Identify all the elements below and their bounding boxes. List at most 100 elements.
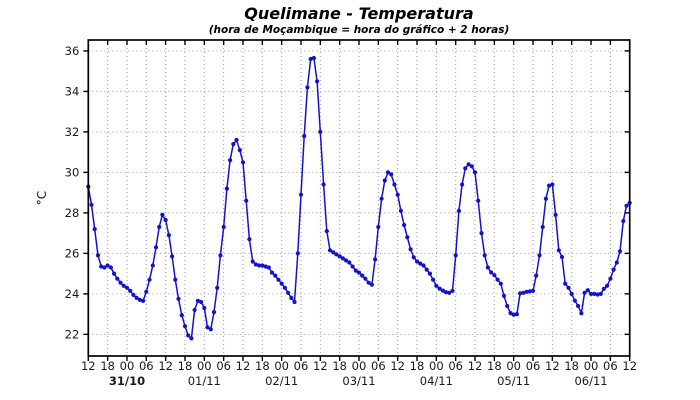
data-point <box>163 217 168 223</box>
data-point <box>199 299 204 305</box>
data-point <box>379 196 384 201</box>
data-point <box>344 258 349 263</box>
data-point <box>157 224 162 230</box>
y-tick-label: 36 <box>65 44 80 58</box>
data-point <box>382 178 387 183</box>
data-point <box>311 55 316 61</box>
data-point <box>202 305 207 311</box>
data-point <box>621 218 626 224</box>
data-point <box>376 224 381 230</box>
data-point <box>595 292 600 297</box>
data-point <box>389 172 394 177</box>
data-point <box>411 255 416 260</box>
x-tick-label: 00 <box>584 359 599 373</box>
data-point <box>305 85 310 90</box>
data-point <box>240 160 246 165</box>
data-point <box>147 277 152 282</box>
data-point <box>141 298 146 303</box>
data-point <box>298 192 304 197</box>
data-point <box>373 257 378 262</box>
data-point <box>160 212 165 217</box>
data-point <box>195 298 200 303</box>
data-point <box>244 198 249 203</box>
data-point <box>424 267 429 272</box>
data-point <box>186 333 191 338</box>
x-tick-label: 12 <box>390 359 405 373</box>
data-point <box>453 253 458 258</box>
date-label: 31/10 <box>109 374 145 388</box>
chart-title: Quelimane - Temperatura <box>244 4 473 23</box>
data-point <box>282 285 287 290</box>
data-point <box>279 281 284 286</box>
data-point <box>489 270 494 275</box>
data-point <box>495 277 500 282</box>
data-point <box>134 295 139 300</box>
axis-tick-labels: 12 18 00 06 12 18 00 06 12 18 00 06 12 18 00 06 12 18 00 06… <box>65 44 637 388</box>
data-point <box>170 254 175 259</box>
data-point <box>224 186 229 191</box>
data-point <box>598 291 603 296</box>
y-axis-label: °C <box>35 191 49 205</box>
y-tick-label: 28 <box>65 206 80 220</box>
data-point <box>421 263 426 268</box>
data-point <box>540 224 545 230</box>
x-tick-label: 12 <box>81 359 96 373</box>
data-point <box>395 192 400 197</box>
data-point <box>440 288 445 293</box>
data-point <box>501 293 507 298</box>
chart-subtitle: (hora de Moçambique = hora do gráfico + … <box>209 24 510 36</box>
data-point <box>405 235 410 240</box>
data-point <box>182 324 188 329</box>
data-point <box>518 291 523 296</box>
data-point <box>321 182 326 187</box>
data-point <box>137 297 142 302</box>
x-tick-label: 00 <box>120 359 135 373</box>
data-point <box>231 142 236 147</box>
data-point <box>614 260 619 265</box>
data-point <box>166 233 171 238</box>
data-point <box>360 273 365 278</box>
data-point <box>559 254 565 260</box>
date-label: 01/11 <box>188 374 221 388</box>
x-tick-label: 18 <box>487 359 502 373</box>
data-point <box>121 283 126 288</box>
data-point <box>334 252 339 257</box>
x-tick-label: 12 <box>622 359 637 373</box>
data-point <box>402 222 407 228</box>
data-point <box>269 270 275 275</box>
y-tick-label: 32 <box>65 125 80 139</box>
data-point <box>89 202 94 207</box>
data-point <box>443 290 449 295</box>
data-point <box>331 250 336 255</box>
x-tick-label: 18 <box>178 359 193 373</box>
date-label: 04/11 <box>420 374 453 388</box>
x-tick-label: 00 <box>274 359 289 373</box>
data-point <box>434 283 439 288</box>
axes-frame <box>83 39 631 361</box>
data-point <box>543 196 549 201</box>
data-point <box>324 229 329 234</box>
plot-border <box>87 39 631 357</box>
data-point <box>179 313 184 318</box>
data-point <box>605 283 610 288</box>
data-point <box>369 282 374 287</box>
x-tick-label: 00 <box>506 359 521 373</box>
data-point <box>176 296 181 301</box>
data-point <box>263 264 268 269</box>
data-point <box>427 271 432 276</box>
data-point <box>537 253 542 258</box>
data-point <box>228 158 233 163</box>
data-point <box>92 227 97 232</box>
data-point <box>498 281 503 286</box>
data-point <box>579 311 584 316</box>
data-point <box>550 182 555 187</box>
data-point <box>208 327 213 332</box>
data-point <box>414 259 420 264</box>
data-point <box>530 288 536 293</box>
data-point <box>128 288 133 293</box>
data-point <box>447 290 452 295</box>
data-point <box>611 267 616 272</box>
x-tick-label: 12 <box>545 359 560 373</box>
